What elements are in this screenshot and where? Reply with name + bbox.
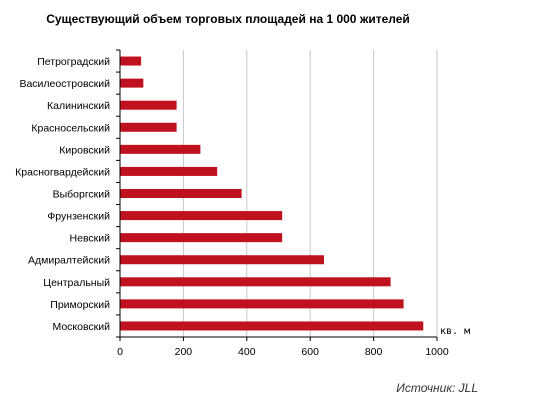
chart-title: Существующий объем торговых площадей на … [46, 12, 410, 26]
bar-12 [120, 299, 404, 309]
bar-4 [120, 122, 177, 132]
x-tick-label: 800 [365, 346, 383, 358]
category-label: Невский [70, 233, 111, 245]
unit-label: кв. м [440, 326, 470, 337]
category-label: Фрунзенский [47, 211, 110, 223]
category-label: Московский [52, 321, 110, 333]
x-tick-label: 200 [175, 346, 193, 358]
category-label: Калининский [47, 100, 110, 112]
x-tick-label: 1000 [425, 346, 449, 358]
axes [116, 49, 438, 341]
bar-13 [120, 321, 424, 331]
x-tick-labels: 0 200 400 600 800 1000 [117, 346, 449, 358]
bar-6 [120, 166, 218, 176]
bar-11 [120, 277, 391, 287]
category-label: Центральный [43, 277, 110, 289]
category-label: Выборгский [53, 189, 111, 201]
bar-1 [120, 56, 142, 66]
category-label: Петроградский [37, 56, 110, 68]
category-label: Красносельский [31, 122, 110, 134]
category-label: Приморский [50, 299, 110, 311]
category-label: Красногвардейский [15, 166, 110, 178]
category-label: Кировский [59, 144, 110, 156]
gridlines [182, 50, 438, 337]
category-labels: Петроградский Василеостровский Калининский… [15, 56, 110, 333]
bar-7 [120, 189, 242, 198]
x-tick-label: 400 [238, 346, 256, 358]
x-tick-label: 600 [301, 346, 319, 358]
category-label: Адмиралтейский [28, 255, 110, 267]
bar-5 [120, 144, 201, 154]
bar-2 [120, 78, 144, 88]
x-tick-label: 0 [117, 346, 123, 358]
source-note: Источник: JLL [396, 381, 478, 395]
bars [120, 56, 424, 331]
bar-3 [120, 100, 177, 110]
bar-8 [120, 211, 283, 221]
bar-9 [120, 233, 283, 243]
bar-10 [120, 255, 325, 265]
category-label: Василеостровский [19, 78, 110, 90]
